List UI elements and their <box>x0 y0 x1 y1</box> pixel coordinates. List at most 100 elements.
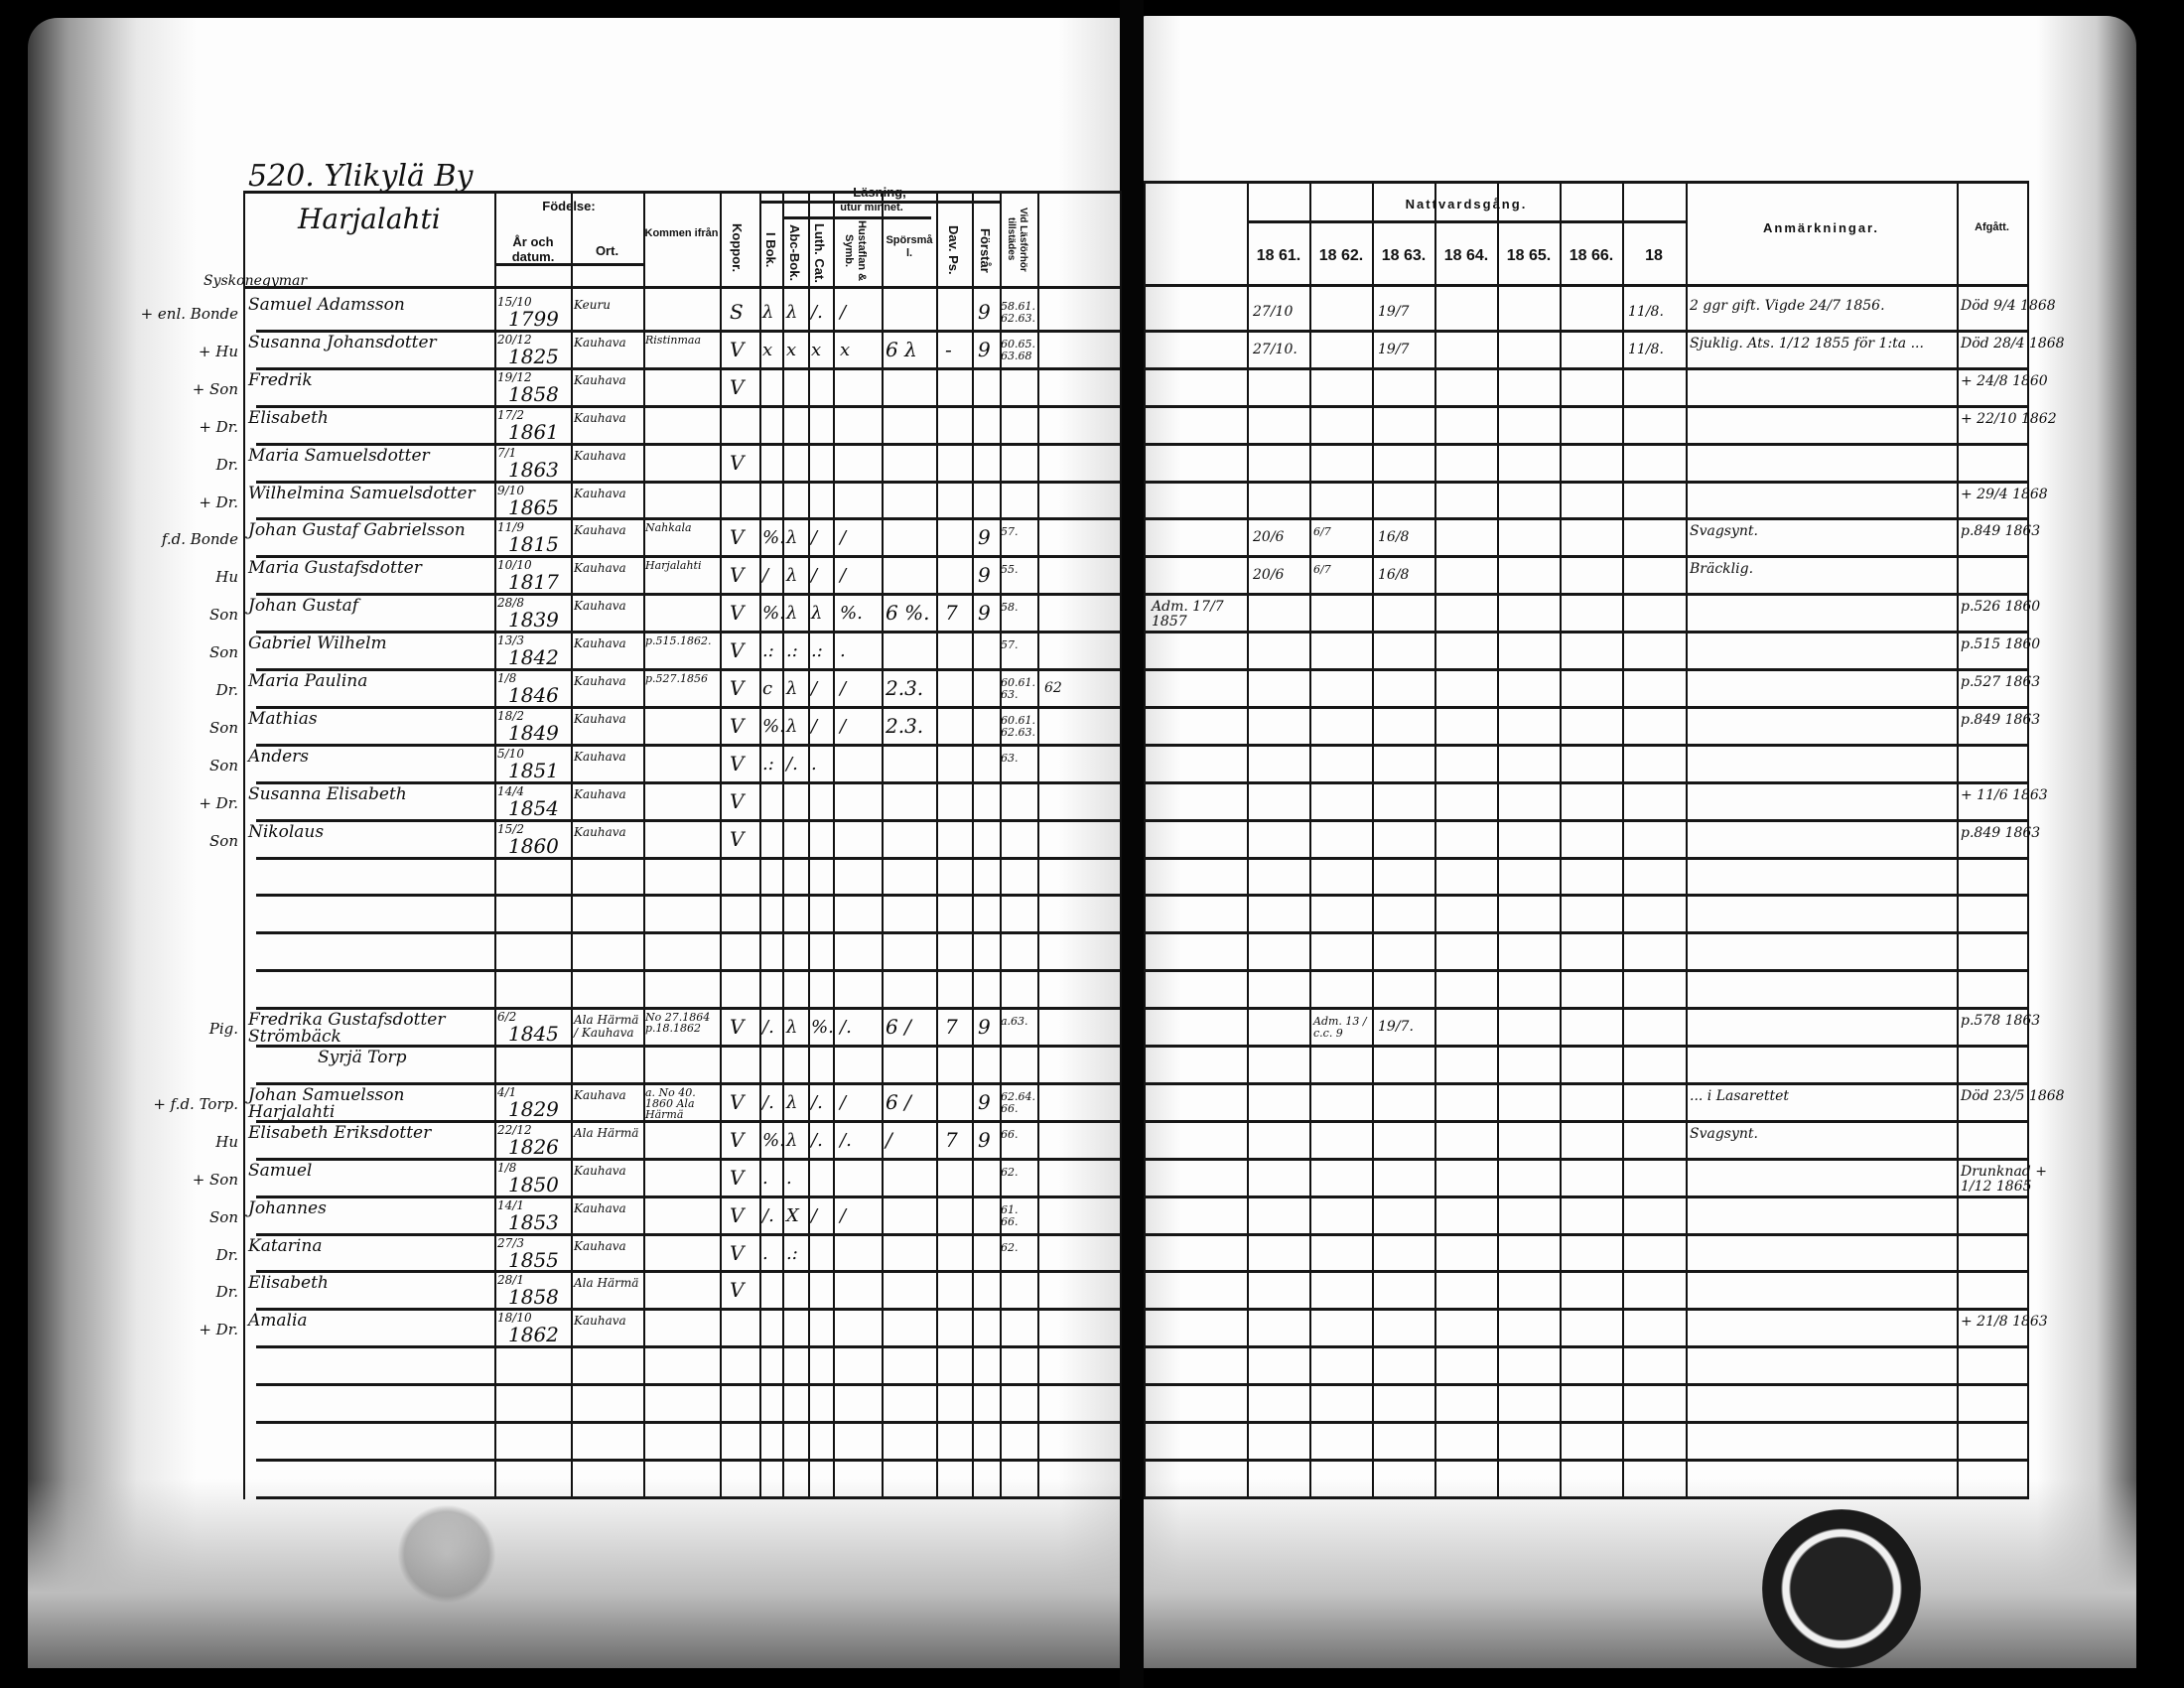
koppor: V <box>730 1015 745 1040</box>
name: Syrjä Torp <box>318 1048 407 1067</box>
communion-1863: 16/8 <box>1378 567 1410 584</box>
birth-place: Kauhava <box>574 410 626 425</box>
name: Maria Paulina <box>248 671 368 691</box>
i-bok: λ <box>762 302 774 323</box>
row-rule <box>256 366 1120 370</box>
birth-date: 27/3 <box>497 1235 524 1250</box>
row-rule <box>256 1458 1120 1462</box>
departure: p.526 1860 <box>1961 599 2041 616</box>
birth-date: 14/4 <box>497 783 524 798</box>
header-bottom-rule <box>243 286 1120 289</box>
row-rule <box>256 705 1120 709</box>
koppor: V <box>730 374 745 399</box>
birth-place: Kauhava <box>574 749 626 764</box>
faint-stamp <box>397 1504 496 1604</box>
row-rule <box>1144 969 2027 973</box>
birth-place: Kauhava <box>574 1314 626 1329</box>
hustaflan: / <box>840 715 847 737</box>
name: Fredrika Gustafsdotter Strömbäck <box>248 1010 446 1048</box>
abc-bok: λ <box>786 1017 798 1039</box>
forstar: 9 <box>978 525 991 550</box>
relation: + Dr. <box>199 492 238 511</box>
i-bok: .: <box>762 640 774 662</box>
i-bok: /. <box>762 1204 774 1226</box>
row-rule <box>256 743 1120 747</box>
column-divider <box>1372 181 1374 1499</box>
birth-place: Kauhava <box>574 674 626 688</box>
column-divider <box>494 191 496 1499</box>
row-rule <box>1144 404 2027 408</box>
birth-date: 6/2 <box>497 1010 517 1025</box>
communion-1863: 19/7 <box>1378 341 1410 357</box>
column-divider <box>643 191 645 1499</box>
name: Nikolaus <box>248 821 325 842</box>
column-divider <box>1622 181 1624 1499</box>
header-year: 18 65. <box>1506 247 1552 264</box>
name: Johan Samuelsson Harjalahti <box>248 1084 405 1122</box>
sporsmal: 6 / <box>886 1015 911 1040</box>
column-divider <box>720 191 722 1499</box>
header-i-bok: I Bok. <box>763 232 778 268</box>
abc-bok: X <box>786 1204 799 1226</box>
birth-place: Kauhava <box>574 523 626 538</box>
birth-date: 10/10 <box>497 558 532 573</box>
lasforhor: 62. <box>1001 1240 1019 1254</box>
relation: Son <box>209 831 238 850</box>
birth-year: 1858 <box>508 381 559 406</box>
birth-place: Kauhava <box>574 1200 626 1215</box>
header-hustaflan: Hustaflan & Symb. <box>843 220 868 282</box>
birth-year: 1862 <box>508 1323 559 1347</box>
birth-date: 15/10 <box>497 295 532 309</box>
birth-year: 1854 <box>508 795 559 820</box>
koppor: V <box>730 826 745 851</box>
relation: Pig. <box>208 1020 238 1039</box>
relation: Dr. <box>215 681 238 699</box>
i-bok: . <box>762 1242 768 1264</box>
name: Amalia <box>248 1311 308 1332</box>
relation: Dr. <box>215 455 238 474</box>
abc-bok: /. <box>786 753 798 774</box>
name: Elisabeth <box>248 1273 329 1294</box>
came-from: p.515.1862. <box>645 634 712 648</box>
birth-date: 14/1 <box>497 1197 524 1212</box>
row-rule <box>1144 366 2027 370</box>
communion-1861: 27/10 <box>1253 304 1294 320</box>
archive-stamp <box>1762 1509 1921 1668</box>
row-rule <box>1144 818 2027 822</box>
communion-1862: 6/7 <box>1313 563 1331 577</box>
luth-cat: / <box>811 565 818 587</box>
row-rule <box>1144 1232 2027 1236</box>
departure: Död 9/4 1868 <box>1961 298 2056 314</box>
departure: Död 28/4 1868 <box>1961 335 2065 352</box>
birth-place: Kauhava <box>574 372 626 387</box>
row-rule <box>256 969 1120 973</box>
header-rule <box>782 216 931 219</box>
header-nattvardsgang: Nattvardsgång. <box>1405 197 1528 211</box>
column-divider <box>1497 181 1499 1499</box>
forstar: 9 <box>978 1015 991 1040</box>
row-rule <box>256 780 1120 784</box>
row-rule <box>1144 1345 2027 1349</box>
birth-date: 1/8 <box>497 671 517 685</box>
hustaflan: /. <box>840 1017 852 1039</box>
birth-date: 20/12 <box>497 332 532 347</box>
header-year: 18 63. <box>1381 247 1427 264</box>
abc-bok: . <box>786 1167 792 1189</box>
i-bok: %. <box>762 715 785 737</box>
row-rule <box>256 818 1120 822</box>
koppor: V <box>730 1278 745 1303</box>
koppor: V <box>730 337 745 361</box>
column-divider <box>1144 181 1146 1499</box>
luth-cat: .: <box>811 640 823 662</box>
birth-place: Ala Härmä / Kauhava <box>574 1013 639 1041</box>
birth-place: Kauhava <box>574 599 626 614</box>
abc-bok: .: <box>786 1242 798 1264</box>
sporsmal: 2.3. <box>886 713 924 738</box>
header-lasforhor: Vid Läsförhör tillstädes <box>1006 207 1028 272</box>
remark: ... i Lasarettet <box>1690 1087 1790 1104</box>
row-rule <box>1144 780 2027 784</box>
departure: + 21/8 1863 <box>1961 1314 2048 1331</box>
column-divider <box>1309 181 1311 1499</box>
came-from: Nahkala <box>645 521 692 535</box>
hustaflan: . <box>840 640 846 662</box>
